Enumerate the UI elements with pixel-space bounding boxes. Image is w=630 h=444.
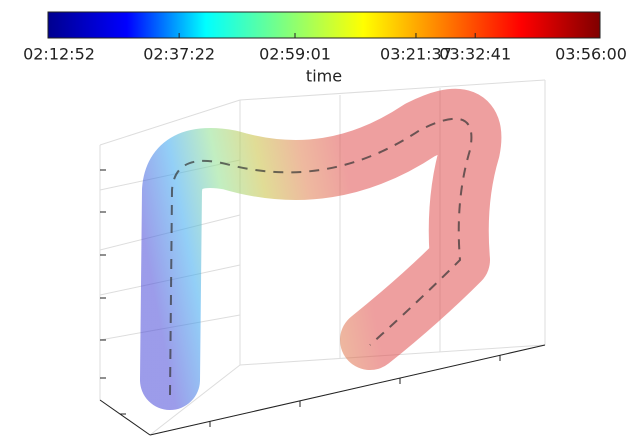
colorbar-tick-label: 03:32:41: [439, 45, 511, 64]
colorbar: [48, 12, 600, 38]
colorbar-label: time: [306, 67, 342, 86]
trajectory-tube: [170, 119, 471, 380]
colorbar-tick-label: 03:56:00: [555, 45, 627, 64]
colorbar-tick-label: 02:59:01: [259, 45, 331, 64]
colorbar-tick-label: 02:37:22: [143, 45, 215, 64]
chart: time 02:12:5202:37:2202:59:0103:21:3703:…: [0, 0, 630, 440]
colorbar-tick-label: 02:12:52: [23, 45, 95, 64]
